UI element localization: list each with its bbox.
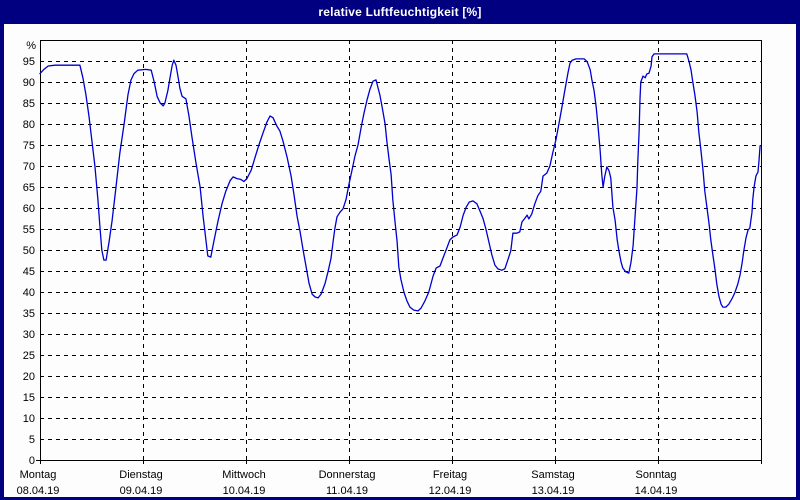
y-axis-unit-label: % xyxy=(26,40,36,52)
svg-text:80: 80 xyxy=(23,119,35,131)
day-name-label: Freitag xyxy=(433,469,467,481)
svg-text:0: 0 xyxy=(29,455,35,467)
day-name-label: Samstag xyxy=(531,469,574,481)
day-name-label: Mittwoch xyxy=(222,469,265,481)
chart-area: 0 5 10 15 20 25 30 35 40 45 50 55 60 65 70 75 80 85 90 95% M… xyxy=(4,24,796,497)
svg-text:15: 15 xyxy=(23,392,35,404)
svg-text:20: 20 xyxy=(23,371,35,383)
svg-text:25: 25 xyxy=(23,350,35,362)
day-date-label: 13.04.19 xyxy=(532,485,575,497)
humidity-line-chart: 0 5 10 15 20 25 30 35 40 45 50 55 60 65 70 75 80 85 90 95% M… xyxy=(17,40,762,497)
svg-text:35: 35 xyxy=(23,308,35,320)
plot-border xyxy=(40,40,762,461)
svg-text:55: 55 xyxy=(23,224,35,236)
svg-text:90: 90 xyxy=(23,77,35,89)
gridlines xyxy=(40,40,761,460)
svg-text:10: 10 xyxy=(23,413,35,425)
day-name-label: Sonntag xyxy=(636,469,677,481)
x-axis-labels: Montag 08.04.19 Dienstag 09.04.19 Mittwoch 10… xyxy=(17,469,678,497)
chart-title: relative Luftfeuchtigkeit [%] xyxy=(318,5,482,19)
svg-text:50: 50 xyxy=(23,245,35,257)
day-date-label: 10.04.19 xyxy=(223,485,266,497)
svg-text:45: 45 xyxy=(23,266,35,278)
svg-text:95: 95 xyxy=(23,56,35,68)
svg-text:30: 30 xyxy=(23,329,35,341)
day-name-label: Montag xyxy=(20,469,57,481)
svg-text:85: 85 xyxy=(23,98,35,110)
day-date-label: 09.04.19 xyxy=(120,485,163,497)
svg-text:60: 60 xyxy=(23,203,35,215)
axis-ticks xyxy=(36,460,762,464)
title-bar: relative Luftfeuchtigkeit [%] xyxy=(0,0,800,24)
svg-text:75: 75 xyxy=(23,140,35,152)
day-name-label: Donnerstag xyxy=(319,469,376,481)
svg-text:70: 70 xyxy=(23,161,35,173)
y-axis-labels: 0 5 10 15 20 25 30 35 40 45 50 55 60 65 70 75 80 85 90 95% xyxy=(23,40,36,467)
svg-text:65: 65 xyxy=(23,182,35,194)
day-name-label: Dienstag xyxy=(119,469,162,481)
day-date-label: 11.04.19 xyxy=(326,485,368,497)
svg-text:40: 40 xyxy=(23,287,35,299)
day-date-label: 08.04.19 xyxy=(17,485,60,497)
day-date-label: 14.04.19 xyxy=(635,485,678,497)
svg-text:5: 5 xyxy=(29,434,35,446)
humidity-series-line xyxy=(39,53,761,312)
day-date-label: 12.04.19 xyxy=(429,485,472,497)
